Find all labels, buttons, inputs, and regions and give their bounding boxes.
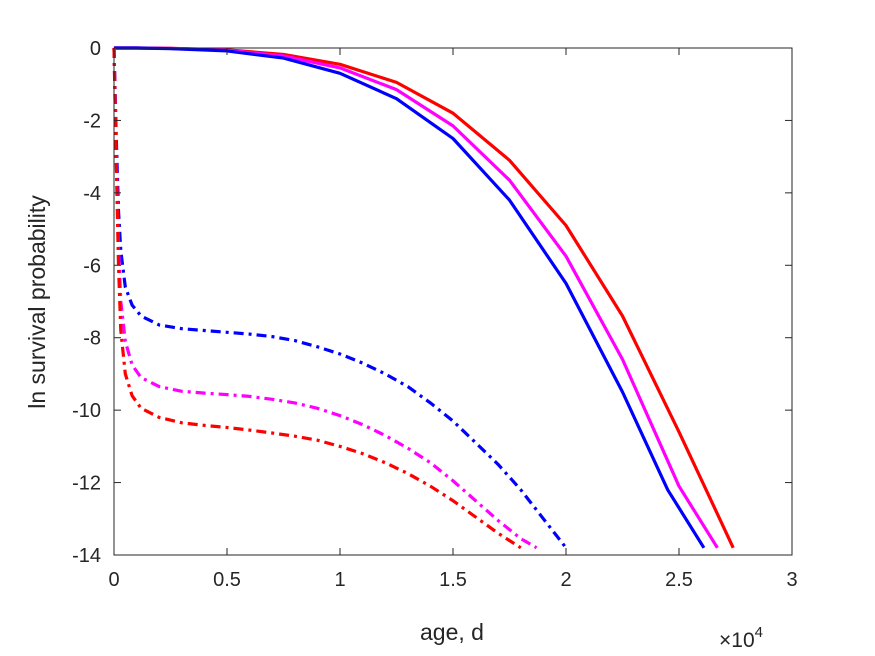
y-tick-label: -12 <box>72 473 101 495</box>
y-tick-label: -2 <box>83 110 101 132</box>
x-axis-exponent: ×104 <box>719 624 763 652</box>
x-tick-label: 1 <box>334 569 345 591</box>
series-line-3-solid <box>114 46 706 549</box>
y-tick-label: -14 <box>72 545 101 567</box>
x-tick-label: 2.5 <box>665 569 693 591</box>
x-tick-label: 0.5 <box>213 569 241 591</box>
y-tick-label: -10 <box>72 400 101 422</box>
series-line-6-dashdot <box>112 47 522 550</box>
x-axis-label: age, d <box>420 619 484 645</box>
series-line-4-dashdot <box>112 47 568 549</box>
y-tick-label: -6 <box>83 255 101 277</box>
x-axis-exponent-base: ×10 <box>719 629 755 652</box>
x-tick-labels: 0 0.5 1 1.5 2 2.5 3 <box>108 569 797 591</box>
series-line-1-solid <box>114 46 735 549</box>
series-line-2-solid <box>114 46 719 549</box>
x-tick-label: 0 <box>108 569 119 591</box>
x-tick-label: 1.5 <box>439 569 467 591</box>
y-tick-labels: 0 -2 -4 -6 -8 -10 -12 -14 <box>72 38 101 567</box>
y-axis-label: ln survival probability <box>24 195 50 409</box>
series-line-5-dashdot <box>112 47 538 550</box>
x-axis-exponent-power: 4 <box>755 624 763 641</box>
x-tick-label: 2 <box>560 569 571 591</box>
y-tick-label: -4 <box>83 183 101 205</box>
plot-lines <box>112 46 735 550</box>
x-tick-label: 3 <box>786 569 797 591</box>
y-tick-label: -8 <box>83 328 101 350</box>
y-tick-label: 0 <box>90 38 101 60</box>
axes <box>113 47 793 556</box>
